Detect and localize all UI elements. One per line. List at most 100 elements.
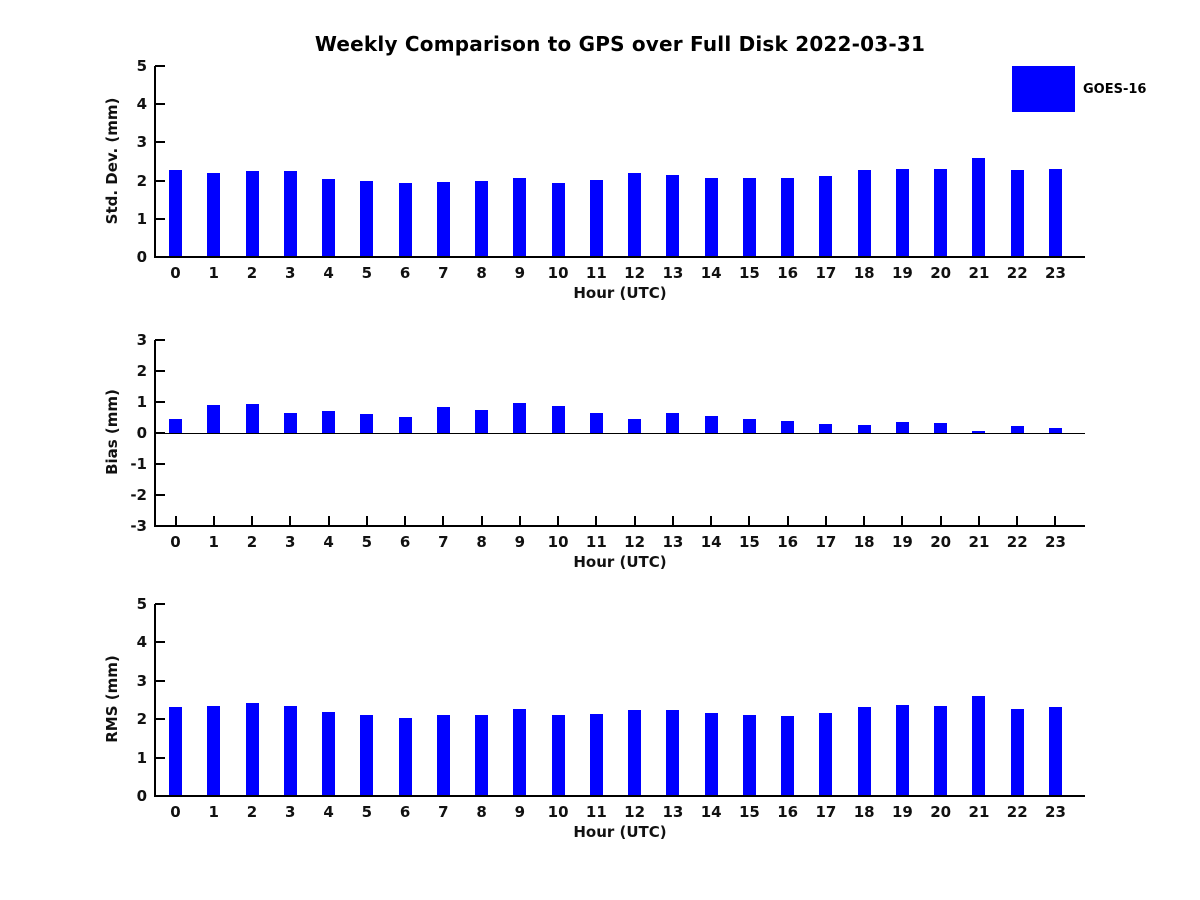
x-tick	[595, 247, 598, 257]
x-tick-label: 21	[968, 264, 990, 282]
x-tick-label: 8	[476, 533, 487, 551]
bias-bar	[819, 423, 833, 433]
x-tick-label: 1	[208, 803, 219, 821]
x-tick	[1054, 516, 1057, 526]
x-tick-label: 14	[700, 533, 722, 551]
x-tick	[518, 786, 521, 796]
x-tick	[595, 786, 598, 796]
y-tick-label: 2	[136, 171, 147, 190]
bias-bar	[1010, 426, 1024, 433]
x-tick	[251, 247, 254, 257]
x-tick-label: 22	[1006, 533, 1028, 551]
x-tick	[480, 247, 483, 257]
x-tick-label: 23	[1045, 803, 1066, 821]
rms-bar	[704, 713, 718, 796]
x-tick	[1016, 516, 1019, 526]
x-tick-label: 8	[476, 264, 487, 282]
y-axis-label-bias: Bias (mm)	[103, 389, 121, 475]
x-tick-label: 16	[777, 533, 799, 551]
x-tick-label: 20	[930, 264, 952, 282]
x-tick-label: 16	[777, 803, 799, 821]
x-tick-label: 22	[1006, 803, 1028, 821]
rms-bar	[742, 714, 756, 796]
bias-bar	[704, 416, 718, 433]
x-tick	[595, 516, 598, 526]
x-tick	[977, 786, 980, 796]
x-tick-label: 5	[361, 803, 373, 821]
x-tick	[557, 516, 560, 526]
x-tick-label: 8	[476, 803, 487, 821]
y-tick	[155, 603, 165, 605]
legend-swatch-goes16	[1012, 66, 1075, 112]
x-tick	[710, 247, 713, 257]
x-tick	[327, 786, 330, 796]
x-tick	[327, 247, 330, 257]
y-axis-label-std-dev: Std. Dev. (mm)	[103, 97, 121, 224]
x-tick	[710, 786, 713, 796]
x-tick	[863, 516, 866, 526]
std-dev-bar	[742, 178, 756, 257]
std-dev-bar	[551, 182, 565, 257]
x-tick	[633, 786, 636, 796]
x-tick	[710, 516, 713, 526]
std-dev-bar	[934, 168, 948, 257]
x-tick	[824, 247, 827, 257]
x-tick-label: 11	[585, 533, 607, 551]
rms-bar	[207, 705, 221, 796]
y-tick-label: 5	[136, 595, 147, 613]
x-tick	[442, 786, 445, 796]
y-tick-label: 3	[136, 133, 147, 152]
y-tick	[155, 679, 165, 682]
x-tick	[404, 516, 407, 526]
rms-bar	[819, 713, 833, 796]
x-tick	[786, 247, 789, 257]
x-tick	[365, 247, 368, 257]
std-dev-bar	[322, 178, 336, 257]
x-tick	[289, 247, 292, 257]
y-tick-label: -3	[130, 517, 147, 535]
std-dev-bar	[398, 182, 412, 257]
x-tick	[365, 786, 368, 796]
std-dev-bar	[972, 158, 986, 257]
rms-bar	[169, 706, 182, 796]
x-tick-label: 17	[815, 803, 837, 821]
x-tick	[786, 786, 789, 796]
std-dev-bar	[704, 177, 718, 257]
y-tick	[155, 641, 165, 644]
x-tick-label: 3	[285, 803, 296, 821]
bias-bar	[475, 410, 489, 433]
bias-bar	[245, 404, 259, 433]
x-tick-label: 14	[700, 264, 722, 282]
x-tick	[824, 516, 827, 526]
x-tick-label: 23	[1045, 264, 1066, 282]
bias-bar	[972, 431, 986, 433]
x-tick-label: 13	[662, 533, 684, 551]
y-tick-label: -2	[130, 486, 147, 504]
rms-bar	[628, 710, 642, 796]
x-tick-label: 13	[662, 264, 684, 282]
x-tick	[327, 516, 330, 526]
chart-title: Weekly Comparison to GPS over Full Disk …	[314, 32, 926, 56]
x-tick	[748, 786, 751, 796]
x-tick	[365, 516, 368, 526]
std-dev-bar	[513, 177, 527, 257]
std-dev-bar	[819, 176, 833, 257]
x-tick-label: 10	[547, 803, 569, 821]
y-tick	[155, 756, 165, 759]
y-axis-spine	[154, 66, 156, 258]
x-axis-spine	[154, 525, 1085, 527]
legend-label: GOES-16	[1083, 81, 1147, 97]
x-tick-label: 11	[585, 264, 607, 282]
y-tick-label: -1	[130, 455, 147, 473]
x-axis-spine	[154, 256, 1085, 258]
x-tick-label: 16	[777, 264, 799, 282]
x-tick	[1054, 247, 1057, 257]
y-tick-label: 0	[136, 424, 147, 442]
x-tick	[1016, 247, 1019, 257]
x-tick-label: 2	[246, 803, 258, 821]
x-tick	[212, 786, 215, 796]
x-tick-label: 12	[624, 264, 646, 282]
